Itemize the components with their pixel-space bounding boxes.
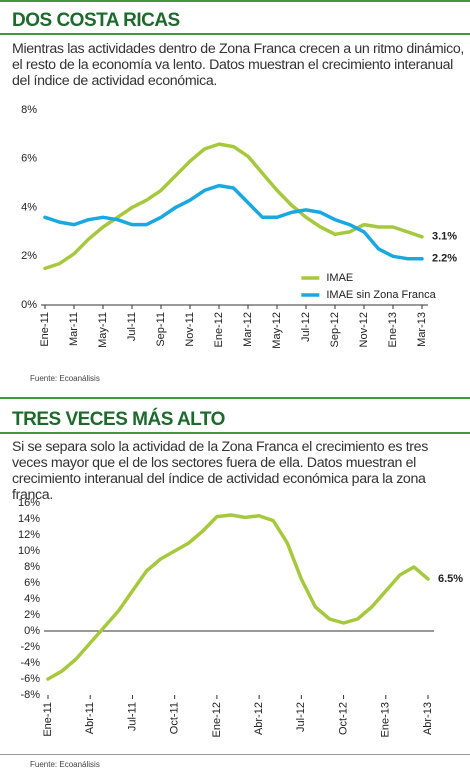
title-rule bbox=[0, 432, 470, 434]
x-tick-label: Mar-13 bbox=[416, 312, 428, 347]
y-tick-label: 4% bbox=[21, 201, 37, 213]
y-tick-label: 0% bbox=[24, 625, 40, 637]
x-tick-label: Ene-12 bbox=[213, 312, 225, 347]
annotation: 2.2% bbox=[432, 253, 457, 265]
y-tick-label: -6% bbox=[20, 673, 40, 685]
top-rule bbox=[0, 0, 470, 2]
y-tick-label: 16% bbox=[18, 497, 40, 509]
x-tick-label: Ene-12 bbox=[211, 702, 223, 737]
x-tick-label: Ene-13 bbox=[380, 702, 392, 737]
x-tick-label: Abr-12 bbox=[253, 702, 265, 735]
legend-label: IMAE sin Zona Franca bbox=[326, 289, 436, 301]
y-tick-label: 2% bbox=[24, 609, 40, 621]
y-tick-label: 4% bbox=[24, 593, 40, 605]
x-tick-label: Ene-11 bbox=[39, 312, 51, 347]
x-tick-label: May-11 bbox=[97, 312, 109, 348]
chart-title: TRES VECES MÁS ALTO bbox=[12, 409, 225, 430]
y-tick-label: 8% bbox=[21, 104, 37, 116]
series-line bbox=[43, 183, 424, 261]
section-rule bbox=[0, 397, 470, 399]
x-tick-label: Abr-11 bbox=[84, 702, 96, 734]
series-line bbox=[43, 142, 424, 271]
source: Fuente: Ecoanálisis bbox=[30, 374, 100, 383]
x-tick-label: Abr-13 bbox=[422, 702, 434, 735]
x-tick-label: Oct-11 bbox=[169, 702, 181, 734]
chart-subtitle: Si se separa solo la actividad de la Zon… bbox=[12, 439, 428, 503]
chart: 0% 2% 4% 6% 8% Ene-11 Mar-11 May-11 Jul-11 Sep-11… bbox=[21, 104, 457, 349]
y-tick-label: 12% bbox=[18, 529, 40, 541]
chart-subtitle: Mientras las actividades dentro de Zona … bbox=[12, 41, 464, 89]
legend-label: IMAE bbox=[326, 272, 353, 284]
x-tick-label: Sep-11 bbox=[155, 312, 167, 347]
y-tick-label: -4% bbox=[20, 657, 40, 669]
footer-rule bbox=[0, 754, 470, 755]
title-rule bbox=[0, 33, 470, 35]
x-tick-label: Mar-11 bbox=[68, 312, 80, 346]
x-tick-label: Ene-13 bbox=[387, 312, 399, 347]
x-tick-label: Sep-12 bbox=[329, 312, 341, 347]
x-tick-label: Jul-11 bbox=[126, 312, 138, 341]
x-tick-label: Nov-11 bbox=[184, 312, 196, 347]
x-tick-label: May-12 bbox=[271, 312, 283, 349]
x-tick-label: Jul-11 bbox=[126, 702, 138, 731]
y-tick-label: 6% bbox=[21, 153, 37, 165]
y-tick-label: 2% bbox=[21, 250, 37, 262]
annotation: 3.1% bbox=[432, 231, 457, 243]
annotation: 6.5% bbox=[438, 573, 463, 585]
y-tick-label: -8% bbox=[20, 689, 40, 701]
chart-title: DOS COSTA RICAS bbox=[12, 10, 180, 31]
x-tick-label: Oct-12 bbox=[337, 702, 349, 735]
x-tick-label: Jul-12 bbox=[300, 312, 312, 342]
series-line bbox=[46, 513, 430, 681]
x-tick-label: Ene-11 bbox=[42, 702, 54, 737]
source: Fuente: Ecoanálisis bbox=[30, 760, 100, 769]
y-tick-label: 0% bbox=[21, 299, 37, 311]
chart: -8% -6% -4% -2% 0% 2% 4% 6% 8% 10% 12% 14% 16% Ene-11… bbox=[18, 497, 463, 738]
x-tick-label: Nov-12 bbox=[358, 312, 370, 347]
y-tick-label: -2% bbox=[20, 641, 40, 653]
x-tick-label: Mar-12 bbox=[242, 312, 254, 347]
y-tick-label: 10% bbox=[18, 545, 40, 557]
y-tick-label: 6% bbox=[24, 577, 40, 589]
y-tick-label: 8% bbox=[24, 561, 40, 573]
y-tick-label: 14% bbox=[18, 513, 40, 525]
x-tick-label: Jul-12 bbox=[295, 702, 307, 732]
